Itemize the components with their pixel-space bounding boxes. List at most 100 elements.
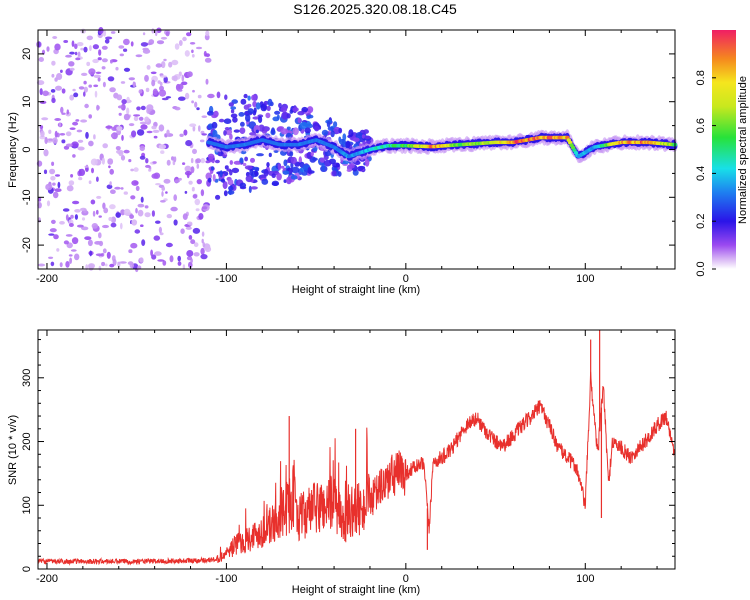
- spectrogram-noise-blob: [197, 94, 202, 99]
- spectrogram-noise-blob: [154, 251, 162, 256]
- spectrogram-scatter-blob: [239, 157, 244, 164]
- spectrogram-noise-blob: [98, 232, 102, 239]
- spectrogram-noise-blob: [140, 124, 148, 130]
- spectrogram-noise-blob: [54, 43, 61, 51]
- spectrogram-scatter-blob: [230, 106, 237, 110]
- spectrogram-noise-blob: [158, 226, 162, 234]
- colorbar-gradient: [712, 30, 736, 269]
- spectrogram-scatter-blob: [299, 122, 308, 130]
- spectrogram-scatter-blob: [304, 127, 311, 134]
- spectrogram-noise-blob: [96, 195, 102, 199]
- colorbar-label: Normalized spectral amplitude: [737, 76, 749, 224]
- spectrogram-noise-blob: [101, 66, 106, 70]
- spectrogram-noise-blob: [45, 183, 53, 191]
- spectrogram-noise-blob: [109, 181, 112, 186]
- spectrogram-noise-blob: [62, 208, 70, 212]
- spectrogram-scatter-blob: [357, 166, 364, 172]
- spectrogram-noise-blob: [86, 35, 94, 41]
- spectrogram-noise-blob: [68, 61, 75, 67]
- spectrogram-noise-blob: [151, 79, 156, 87]
- spectrogram-scatter-blob: [260, 103, 268, 112]
- spectrogram-noise-blob: [161, 191, 164, 197]
- spectrogram-noise-blob: [50, 261, 55, 267]
- spectrogram-noise-blob: [201, 133, 207, 136]
- spectrogram-noise-blob: [182, 36, 187, 42]
- spectrogram-noise-blob: [51, 73, 55, 78]
- spectrogram-noise-blob: [116, 126, 123, 131]
- spectrogram-scatter-blob: [215, 194, 221, 200]
- spectrogram-noise-blob: [171, 156, 175, 161]
- spectrogram-scatter-blob: [364, 135, 371, 140]
- spectrogram-noise-blob: [115, 212, 121, 218]
- spectrogram-noise-blob: [136, 106, 141, 111]
- spectrogram-noise-blob: [90, 199, 96, 205]
- spectrogram-noise-blob: [37, 263, 46, 267]
- spectrogram-scatter-blob: [283, 159, 288, 167]
- spectrogram-noise-blob: [186, 250, 194, 257]
- spectrogram-noise-blob: [48, 256, 54, 259]
- spectrogram-noise-blob: [88, 84, 92, 88]
- spectrogram-scatter-blob: [231, 167, 240, 174]
- spectrogram-scatter-blob: [224, 127, 230, 131]
- spectrogram-scatter-blob: [307, 166, 312, 175]
- spectrogram-noise-blob: [42, 90, 49, 97]
- spectrogram-noise-blob: [61, 139, 66, 144]
- spectrogram-noise-blob: [49, 168, 56, 175]
- spectrogram-noise-blob: [152, 129, 160, 133]
- spectrogram-noise-blob: [115, 66, 119, 71]
- spectrogram-noise-blob: [144, 74, 149, 82]
- spectrogram-scatter-blob: [239, 182, 247, 189]
- spectrogram-noise-blob: [184, 190, 188, 194]
- spectrogram-scatter-blob: [332, 162, 340, 168]
- spectrogram-noise-blob: [123, 149, 130, 154]
- spectrogram-noise-blob: [88, 140, 94, 147]
- snr-x-ticks: -200 -100 0 100: [36, 330, 658, 585]
- spectrogram-noise-blob: [59, 262, 63, 268]
- spectrogram-scatter-blob: [363, 129, 369, 134]
- snr-frame: [37, 329, 676, 570]
- spectrogram-noise-blob: [160, 200, 166, 203]
- spectrogram-scatter-blob: [216, 91, 221, 99]
- spectrogram-noise-blob: [196, 179, 202, 185]
- spectrogram-scatter-blob: [307, 106, 314, 114]
- snr-panel: -200 -100 0 100 0 100 200 300 Height of straig…: [7, 329, 676, 596]
- spectrogram-noise-blob: [65, 214, 69, 221]
- spectrogram-scatter-blob: [212, 174, 216, 182]
- spectrogram-noise-blob: [109, 204, 116, 210]
- spectrogram-noise-blob: [106, 184, 113, 190]
- colorbar-tick-label: 0.4: [695, 166, 707, 181]
- spectrogram-noise-blob: [178, 177, 182, 181]
- spectrogram-noise-blob: [140, 224, 144, 227]
- spectrogram-noise-blob: [165, 191, 168, 194]
- spectrogram-noise-blob: [120, 103, 126, 111]
- spectrogram-scatter-blob: [245, 114, 251, 122]
- spectrogram-noise-blob: [152, 88, 158, 96]
- spectrogram-noise-blob: [69, 67, 75, 71]
- spectrogram-noise-blob: [63, 40, 69, 43]
- spectrogram-noise-blob: [139, 257, 144, 263]
- spectrogram-noise-blob: [198, 213, 204, 220]
- spectrogram-noise-blob: [41, 117, 49, 121]
- spectrogram-noise-blob: [98, 215, 102, 218]
- spectrogram-scatter-blob: [227, 190, 235, 195]
- spectrogram-noise-blob: [138, 89, 143, 94]
- spectrogram-noise-blob: [186, 256, 193, 261]
- spectrogram-noise-blob: [63, 240, 69, 245]
- spectrogram-scatter-blob: [247, 108, 254, 115]
- spectrogram-scatter-blob: [345, 140, 351, 149]
- spectrogram-scatter-blob: [265, 112, 271, 119]
- spectrogram-scatter-blob: [312, 157, 318, 161]
- spectrogram-noise-blob: [133, 116, 139, 122]
- spectrogram-scatter-blob: [274, 110, 281, 115]
- spectrogram-noise-blob: [200, 157, 206, 164]
- spectrogram-noise-blob: [98, 49, 102, 56]
- snr-plot-area: [38, 330, 675, 569]
- spectrogram-noise-blob: [116, 94, 123, 101]
- spectrogram-noise-blob: [93, 84, 99, 88]
- spectrogram-noise-blob: [187, 71, 193, 78]
- spectrogram-noise-blob: [141, 239, 146, 247]
- x-tick-label: 0: [403, 573, 409, 585]
- spectrogram-noise-blob: [93, 74, 101, 79]
- spectrogram-noise-blob: [57, 181, 61, 189]
